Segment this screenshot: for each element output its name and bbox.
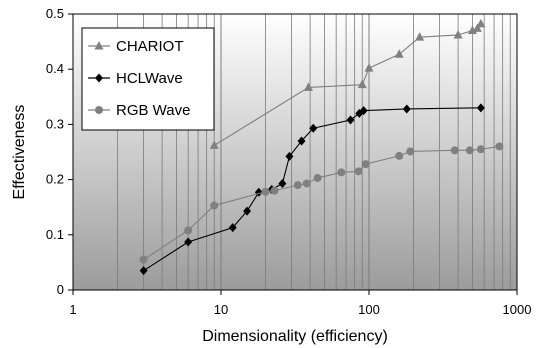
rgb-wave-point — [361, 160, 370, 169]
chariot-point — [303, 82, 313, 91]
chariot-point — [476, 18, 486, 28]
rgb-wave-point — [476, 145, 485, 154]
legend-item-rgb-wave: RGB Wave — [88, 102, 190, 119]
chariot-point — [415, 32, 425, 41]
y-tick-label: 0 — [57, 282, 64, 297]
rgb-wave-point — [270, 186, 279, 195]
x-tick-label: 10 — [214, 302, 228, 317]
rgb-wave-point — [139, 255, 148, 264]
x-tick-label: 1 — [69, 302, 76, 317]
chariot-point — [472, 23, 482, 32]
chariot-point — [364, 63, 374, 72]
y-tick-label: 0.4 — [46, 61, 64, 76]
hclwave-point — [285, 151, 294, 161]
rgb-wave-point — [395, 151, 404, 160]
rgb-wave-point — [261, 187, 270, 196]
rgb-wave-point — [313, 173, 322, 182]
legend-label: CHARIOT — [116, 38, 184, 55]
hclwave-point — [476, 103, 485, 113]
y-axis-title: Effectiveness — [11, 105, 28, 200]
hclwave-point — [228, 223, 237, 233]
rgb-wave-point — [450, 146, 459, 155]
hclwave-point — [139, 266, 148, 276]
series-chariot — [209, 18, 486, 149]
chariot-point — [357, 79, 367, 89]
chariot-point — [394, 49, 404, 58]
hclwave-point — [278, 178, 287, 188]
chariot-point — [209, 140, 219, 149]
legend-item-hclwave: HCLWave — [88, 70, 183, 87]
hclwave-point — [346, 115, 355, 125]
chariot-point — [453, 29, 463, 39]
y-tick-label: 0.2 — [46, 172, 64, 187]
y-tick-label: 0.5 — [46, 6, 64, 21]
plot-frame — [72, 13, 518, 291]
x-tick-label: 1000 — [503, 302, 532, 317]
hclwave-point — [297, 136, 306, 146]
rgb-wave-point — [293, 181, 302, 190]
legend-item-chariot: CHARIOT — [88, 38, 184, 55]
rgb-wave-point — [210, 201, 219, 210]
hclwave-point — [359, 106, 368, 116]
rgb-wave-point — [184, 226, 193, 235]
legend-marker — [95, 106, 103, 114]
series — [139, 18, 504, 276]
legend-label: HCLWave — [116, 70, 183, 87]
chariot-point — [467, 25, 477, 35]
rgb-wave-point — [337, 168, 346, 177]
x-axis-title: Dimensionality (efficiency) — [202, 328, 388, 345]
rgb-wave-point — [302, 179, 311, 188]
rgb-wave-point — [495, 142, 504, 151]
y-tick-label: 0.3 — [46, 116, 64, 131]
legend: CHARIOT HCLWave RGB Wave — [81, 27, 215, 131]
hclwave-point — [243, 206, 252, 216]
rgb-wave-point — [354, 167, 363, 176]
hclwave-point — [402, 104, 411, 114]
hclwave-point — [184, 237, 193, 247]
series-rgb-wave — [139, 142, 504, 264]
x-tick-label: 100 — [358, 302, 380, 317]
y-tick-label: 0.1 — [46, 227, 64, 242]
rgb-wave-point — [406, 147, 415, 156]
legend-label: RGB Wave — [116, 102, 190, 119]
legend-marker — [94, 41, 104, 50]
axes: 0 0.1 0.2 0.3 0.4 0.5 1 10 100 1000 — [46, 6, 532, 317]
legend-marker — [95, 73, 103, 83]
hclwave-point — [309, 123, 318, 133]
legend-box — [81, 27, 215, 131]
rgb-wave-point — [465, 146, 474, 155]
